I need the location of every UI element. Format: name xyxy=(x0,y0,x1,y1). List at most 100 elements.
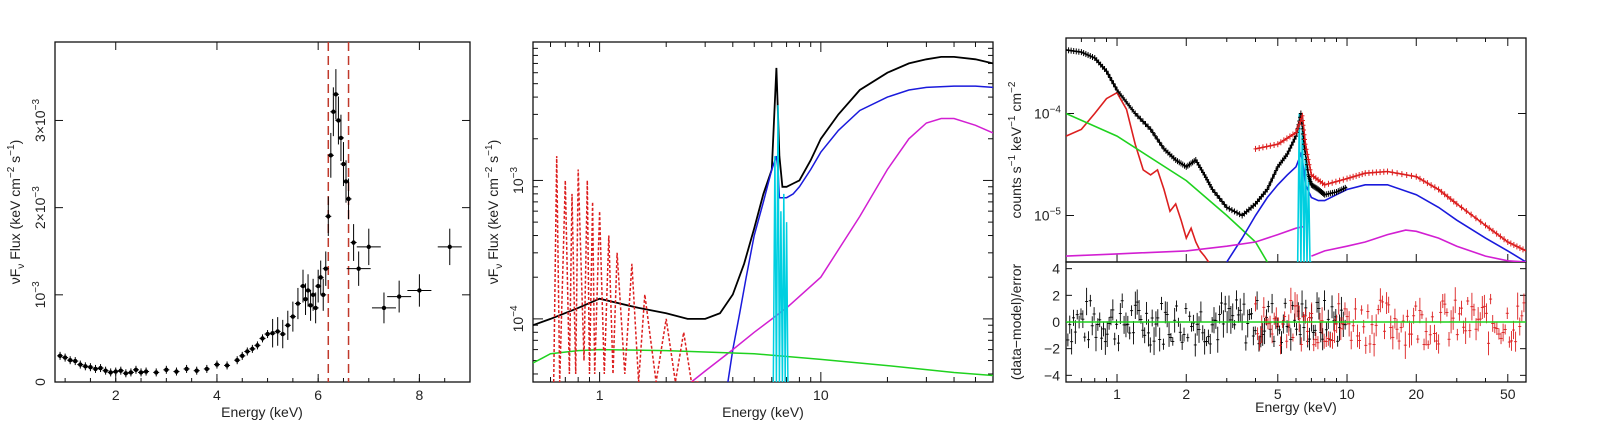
data-point xyxy=(321,292,326,298)
data-point xyxy=(280,331,285,337)
data-point xyxy=(341,161,346,167)
panel-3-ticks: 1 2 5 10 20 50 10−5 10−4 −4 −2 0 2 4 xyxy=(1034,38,1527,402)
data-point xyxy=(245,349,250,354)
p3-ytick-label: 10−5 xyxy=(1034,206,1061,223)
p1-ytick-label: 3×10−3 xyxy=(31,99,48,142)
data-point xyxy=(285,323,291,328)
panel-1-marks xyxy=(57,42,462,382)
data-point xyxy=(315,283,321,289)
p3-model-line-4 xyxy=(1226,151,1526,262)
panel-1-xlabel: Energy (keV) xyxy=(221,404,303,420)
data-point xyxy=(396,294,402,299)
p3-xtick-label: 1 xyxy=(1113,386,1121,402)
panel-3-ylabel-top: counts s−1 keV−1 cm−2 xyxy=(1007,81,1024,218)
data-point xyxy=(255,343,260,348)
p3-res-ytick-label: 4 xyxy=(1052,261,1060,277)
panel-2-xlabel: Energy (keV) xyxy=(722,404,804,420)
data-point xyxy=(103,368,108,373)
data-point xyxy=(343,179,349,184)
p3-res-ytick-label: 0 xyxy=(1052,314,1060,330)
data-point xyxy=(356,266,361,271)
data-point xyxy=(331,109,336,114)
p1-ytick-label: 10−3 xyxy=(31,281,48,308)
data-point xyxy=(447,244,452,250)
p3-xtick-label: 2 xyxy=(1182,386,1190,402)
data-point xyxy=(290,314,296,319)
data-point xyxy=(270,330,275,336)
data-point xyxy=(260,336,265,341)
data-point xyxy=(214,362,220,367)
data-point xyxy=(381,305,387,311)
panel-1: 2 4 6 8 0 10−3 2×10−3 3×10−3 Energy (keV) νFν F… xyxy=(6,41,471,420)
data-point xyxy=(78,362,83,367)
data-point xyxy=(138,370,144,375)
p3-model-line-6 xyxy=(1311,229,1526,262)
data-point xyxy=(326,214,331,219)
p1-ytick-label: 0 xyxy=(32,378,48,386)
data-point xyxy=(88,364,93,370)
p3-ytick-label: 10−4 xyxy=(1034,105,1061,122)
p1-xtick-label: 8 xyxy=(415,387,423,403)
p1-xtick-label: 6 xyxy=(314,387,322,403)
data-point xyxy=(240,353,245,359)
panel-2-ticks: 1 10 10−4 10−3 xyxy=(509,42,994,403)
data-point xyxy=(417,288,422,293)
data-point xyxy=(154,370,159,375)
data-point xyxy=(310,292,316,298)
p3-xtick-label: 50 xyxy=(1500,386,1516,402)
panel-2-marks xyxy=(533,56,993,382)
series-line-4 xyxy=(772,105,789,382)
p2-xtick-label: 1 xyxy=(596,387,604,403)
data-point xyxy=(275,329,280,334)
data-point xyxy=(174,369,179,374)
data-point xyxy=(98,365,103,371)
data-point xyxy=(336,118,341,123)
panel-1-ticks: 2 4 6 8 0 10−3 2×10−3 3×10−3 xyxy=(31,42,471,403)
data-point xyxy=(184,366,189,372)
panel-2-ylabel: νFν Flux (keV cm−2 s−1) xyxy=(484,140,505,285)
p1-ytick-label: 2×10−3 xyxy=(31,186,48,229)
series-line-2 xyxy=(690,117,993,382)
data-point xyxy=(303,296,308,302)
p1-xtick-label: 4 xyxy=(213,387,221,403)
data-point xyxy=(323,266,328,271)
p3-res-ytick-label: −2 xyxy=(1044,341,1060,357)
data-point xyxy=(265,331,270,337)
series-line-3 xyxy=(533,348,993,377)
data-point xyxy=(308,303,313,308)
series-line-5 xyxy=(552,156,699,382)
data-point xyxy=(338,135,344,141)
panel-3: 1 2 5 10 20 50 10−5 10−4 −4 −2 0 2 4 Energy (keV) co… xyxy=(1007,37,1527,415)
data-point xyxy=(57,353,63,359)
p3-xtick-label: 5 xyxy=(1274,386,1282,402)
panel-3-marks xyxy=(1066,46,1526,359)
data-point xyxy=(351,240,356,245)
data-point xyxy=(234,358,240,363)
p2-ytick-label: 10−4 xyxy=(509,305,526,332)
data-point xyxy=(93,366,98,372)
data-point xyxy=(194,368,199,373)
p3-res-ytick-label: 2 xyxy=(1052,287,1060,303)
data-point xyxy=(143,369,149,374)
data-point xyxy=(83,364,88,369)
panel-1-frame xyxy=(54,41,471,383)
p3-model-line-7 xyxy=(1296,113,1312,262)
data-point xyxy=(313,305,318,311)
panel-2: 1 10 10−4 10−3 Energy (keV) νFν Flux (keV c… xyxy=(484,41,994,420)
data-point xyxy=(224,363,230,368)
p3-xtick-label: 20 xyxy=(1408,386,1424,402)
data-point xyxy=(295,301,301,306)
data-point xyxy=(118,368,123,373)
data-point xyxy=(128,370,134,375)
data-point xyxy=(67,358,73,363)
panel-2-frame xyxy=(532,41,994,383)
data-point xyxy=(250,346,255,352)
data-point xyxy=(73,358,78,364)
p2-xtick-label: 10 xyxy=(813,387,829,403)
p3-model-line-1 xyxy=(1066,91,1210,262)
data-point xyxy=(108,370,113,375)
data-point xyxy=(113,369,118,374)
data-point xyxy=(328,153,334,158)
